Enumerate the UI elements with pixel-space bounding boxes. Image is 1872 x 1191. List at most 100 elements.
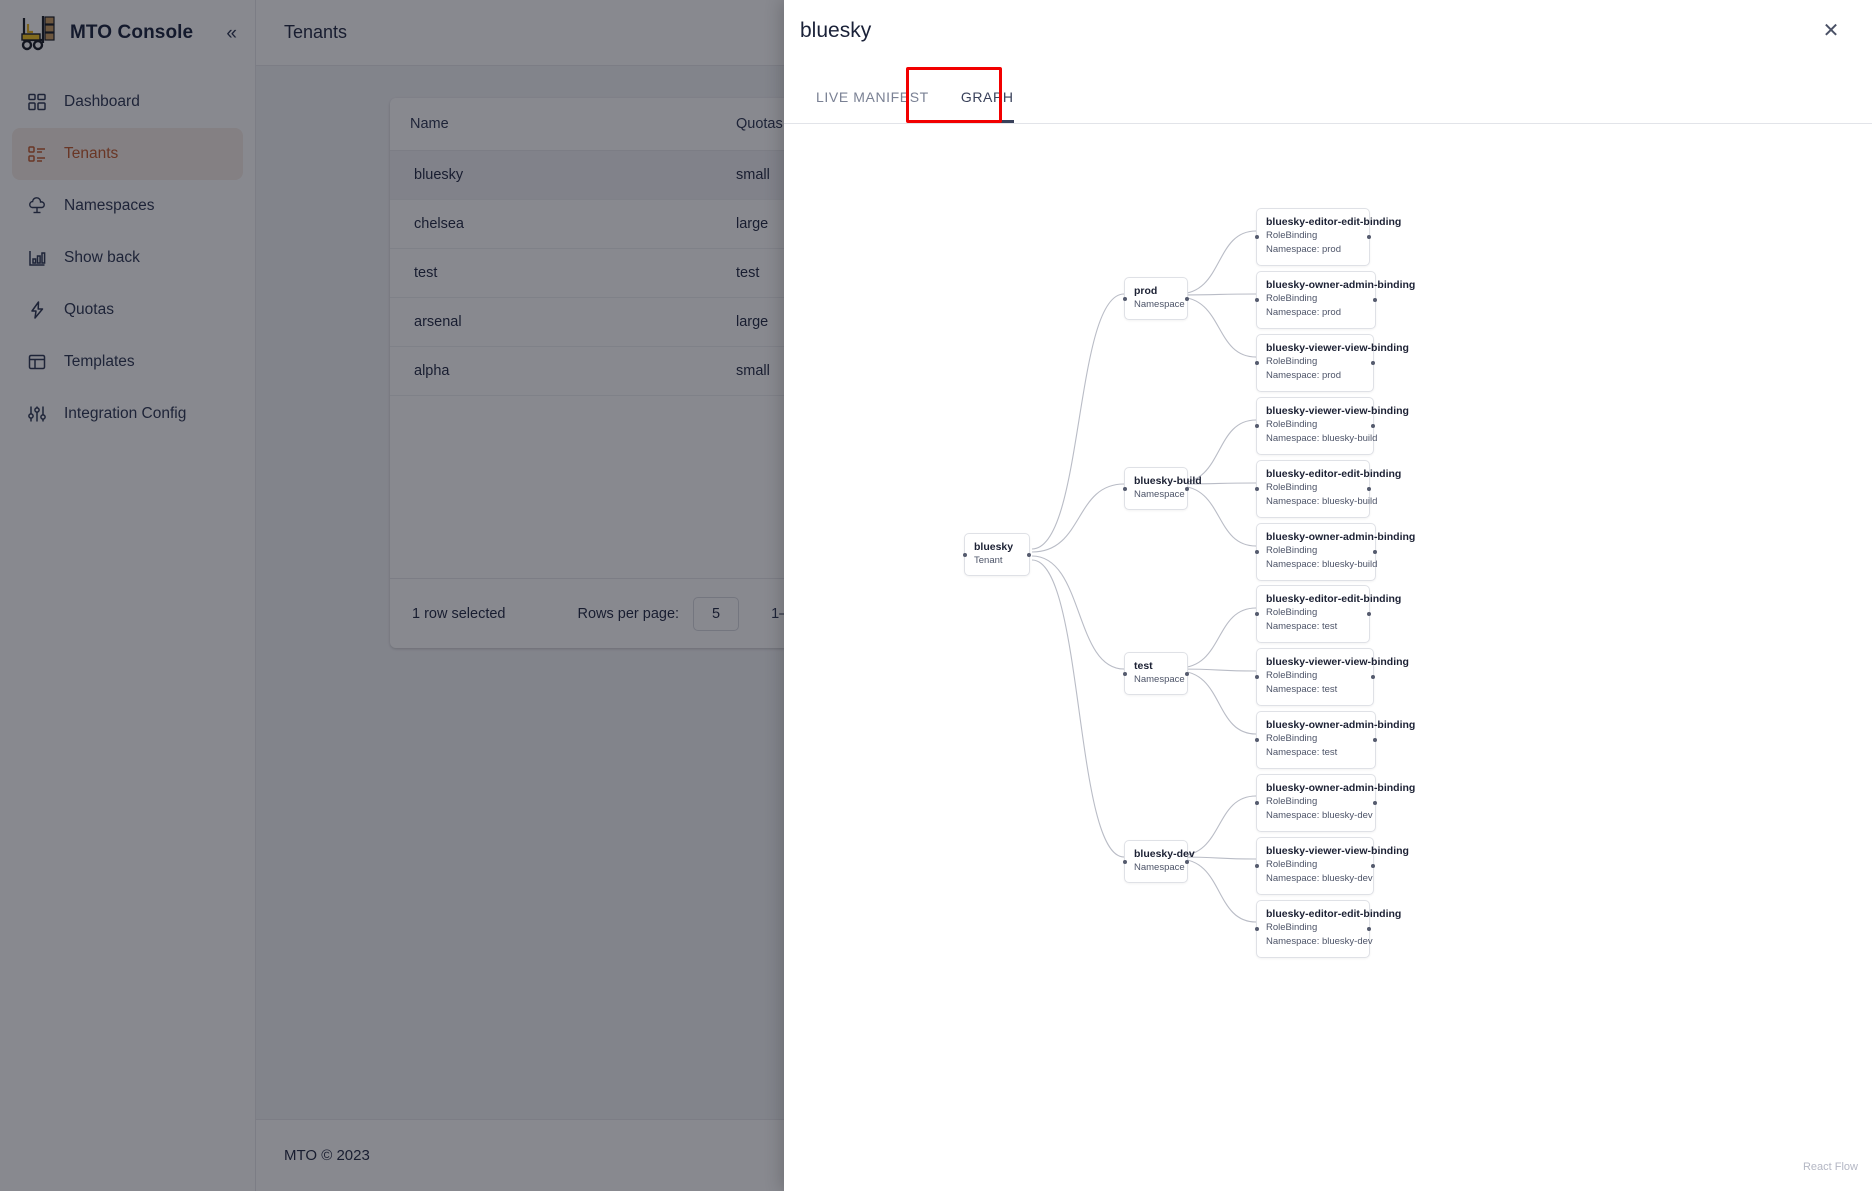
graph-node-tenant[interactable]: bluesky Tenant [963,533,1031,577]
node-port-right [1371,360,1375,365]
node-port-left [1255,674,1259,679]
node-port-right [1367,234,1371,239]
node-port-left [1255,611,1259,616]
sidebar-item-label: Integration Config [64,405,187,422]
cloud-icon [26,195,48,217]
react-flow-attribution[interactable]: React Flow [1802,1161,1858,1173]
sliders-icon [26,403,48,425]
tab-live-manifest[interactable]: LIVE MANIFEST [816,89,929,105]
node-namespace: Namespace: bluesky-dev [1266,810,1373,822]
node-port-right [1367,486,1371,491]
sidebar: MTO Console « Dashboard [0,0,256,1191]
node-title: test [1134,660,1153,672]
graph-node-rolebinding[interactable]: bluesky-editor-edit-binding RoleBinding … [1255,585,1402,643]
cell-name: arsenal [390,297,720,347]
dashboard-icon [26,91,48,113]
graph-node-namespace-bluesky-build[interactable]: bluesky-build Namespace [1123,467,1202,511]
node-kind: RoleBinding [1266,293,1318,305]
drawer-title: bluesky [800,19,872,42]
cell-name: test [390,248,720,298]
node-port-left [1255,926,1259,931]
sidebar-item-show-back[interactable]: Show back [12,232,243,284]
graph-node-rolebinding[interactable]: bluesky-editor-edit-binding RoleBinding … [1255,208,1402,266]
node-port-right [1373,800,1377,805]
graph-node-namespace-prod[interactable]: prod Namespace [1123,277,1189,321]
graph-node-rolebinding[interactable]: bluesky-owner-admin-binding RoleBinding … [1255,711,1416,769]
graph-node-namespace-bluesky-dev[interactable]: bluesky-dev Namespace [1123,840,1195,884]
node-title: bluesky [974,541,1014,553]
node-namespace: Namespace: bluesky-dev [1266,936,1373,948]
graph-node-rolebinding[interactable]: bluesky-viewer-view-binding RoleBinding … [1255,397,1409,455]
graph-node-namespace-test[interactable]: test Namespace [1123,652,1189,696]
sidebar-item-quotas[interactable]: Quotas [12,284,243,336]
sidebar-item-label: Quotas [64,301,114,318]
collapse-sidebar-button[interactable]: « [226,22,237,44]
node-port-right [1185,859,1189,864]
graph-node-rolebinding[interactable]: bluesky-owner-admin-binding RoleBinding … [1255,523,1416,581]
graph-node-rolebinding[interactable]: bluesky-owner-admin-binding RoleBinding … [1255,774,1415,832]
node-kind: Namespace [1134,862,1185,874]
node-namespace: Namespace: bluesky-build [1266,496,1378,508]
node-kind: RoleBinding [1266,922,1318,934]
graph-node-rolebinding[interactable]: bluesky-viewer-view-binding RoleBinding … [1255,837,1409,895]
node-title: bluesky-owner-admin-binding [1266,531,1416,543]
node-title: bluesky-viewer-view-binding [1266,405,1409,417]
node-namespace: Namespace: test [1266,747,1338,759]
graph-node-rolebinding[interactable]: bluesky-owner-admin-binding RoleBinding … [1255,271,1415,329]
graph-node-rolebinding[interactable]: bluesky-editor-edit-binding RoleBinding … [1255,460,1401,518]
sidebar-item-tenants[interactable]: Tenants [12,128,243,180]
node-port-left [1255,360,1259,365]
node-namespace: Namespace: bluesky-build [1266,559,1378,571]
node-namespace: Namespace: test [1266,621,1338,633]
list-icon [26,143,48,165]
graph-node-rolebinding[interactable]: bluesky-viewer-view-binding RoleBinding … [1255,648,1409,706]
column-header-name[interactable]: Name [390,98,720,151]
node-title: bluesky-editor-edit-binding [1266,593,1402,605]
graph-canvas[interactable]: bluesky Tenant prod Namespace bluesky-bu… [784,124,1872,1191]
node-port-left [1123,671,1127,676]
node-port-left [963,552,967,557]
sidebar-item-label: Tenants [64,145,119,162]
copyright-label: MTO © 2023 [284,1147,370,1164]
node-title: bluesky-dev [1134,848,1195,860]
node-kind: RoleBinding [1266,733,1318,745]
close-icon[interactable]: ✕ [1822,20,1840,42]
sidebar-item-integration-config[interactable]: Integration Config [12,388,243,440]
brand-title: MTO Console [70,22,194,43]
graph-node-rolebinding[interactable]: bluesky-editor-edit-binding RoleBinding … [1255,900,1401,958]
sidebar-item-templates[interactable]: Templates [12,336,243,388]
tab-graph[interactable]: GRAPH [945,89,1030,123]
node-port-left [1255,486,1259,491]
tenant-detail-drawer: bluesky ✕ LIVE MANIFEST GRAPH [784,0,1872,1191]
drawer-tabs: LIVE MANIFEST GRAPH [784,62,1872,124]
page-title: Tenants [284,22,348,42]
node-port-right [1185,296,1189,301]
rows-selected-label: 1 row selected [412,605,506,622]
node-title: bluesky-viewer-view-binding [1266,656,1409,668]
sidebar-item-label: Namespaces [64,197,155,214]
bolt-icon [26,299,48,321]
node-namespace: Namespace: test [1266,684,1338,696]
node-title: bluesky-owner-admin-binding [1266,719,1416,731]
node-title: bluesky-editor-edit-binding [1266,216,1402,228]
node-port-right [1373,737,1377,742]
node-kind: RoleBinding [1266,607,1318,619]
drawer-header: bluesky ✕ [784,0,1872,62]
cell-name: chelsea [390,199,720,249]
sidebar-item-namespaces[interactable]: Namespaces [12,180,243,232]
node-kind: RoleBinding [1266,859,1318,871]
node-kind: RoleBinding [1266,230,1318,242]
sidebar-item-label: Dashboard [64,93,140,110]
node-namespace: Namespace: prod [1266,244,1341,256]
node-port-right [1371,423,1375,428]
sidebar-item-label: Templates [64,353,135,370]
rows-per-page-select[interactable]: 5 [693,596,740,631]
node-port-left [1255,549,1259,554]
node-port-right [1367,926,1371,931]
node-kind: Namespace [1134,299,1185,311]
sidebar-item-dashboard[interactable]: Dashboard [12,76,243,128]
template-icon [26,351,48,373]
graph-node-rolebinding[interactable]: bluesky-viewer-view-binding RoleBinding … [1255,334,1409,392]
node-title: bluesky-build [1134,475,1202,487]
